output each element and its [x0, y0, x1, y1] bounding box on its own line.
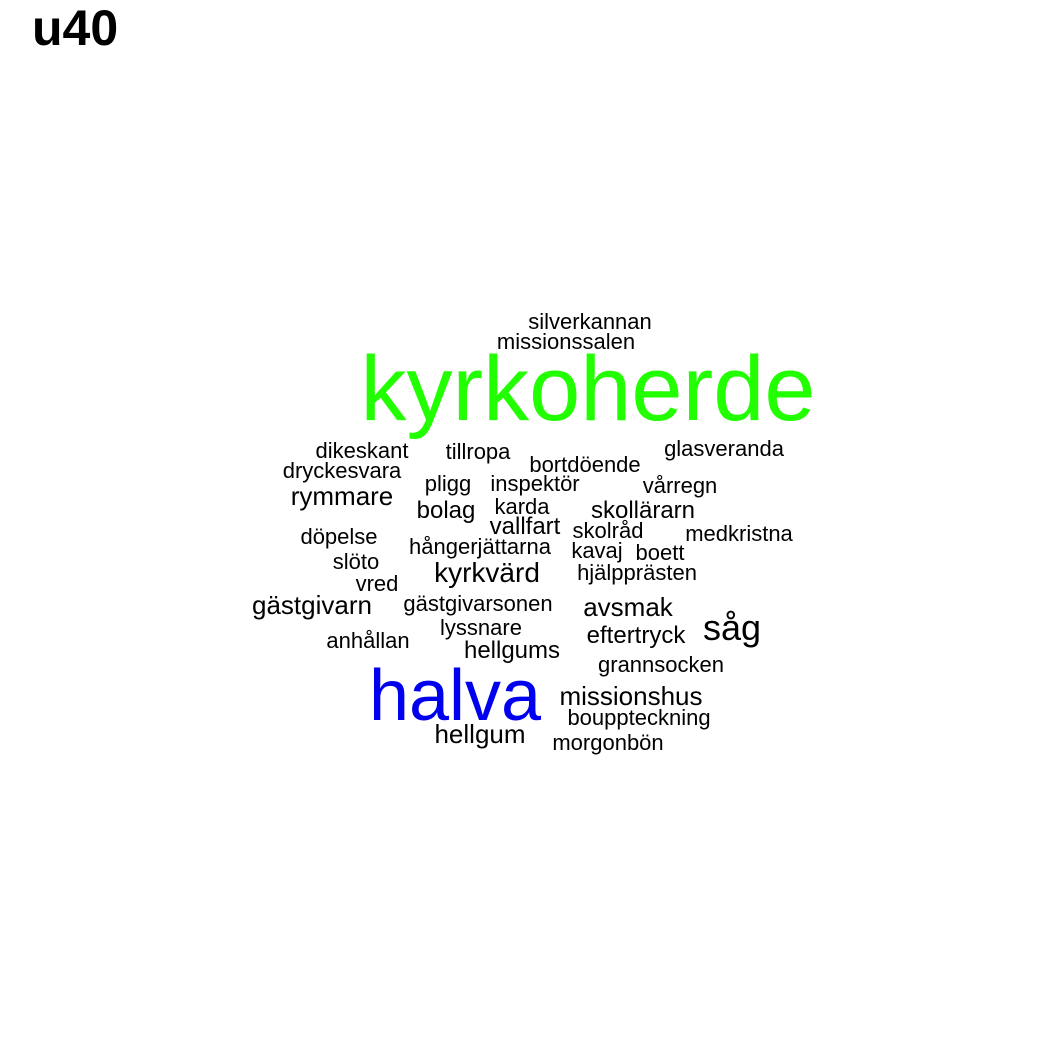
- cloud-word: medkristna: [685, 521, 793, 546]
- cloud-word: kavaj: [571, 538, 623, 563]
- cloud-word: grannsocken: [598, 652, 724, 677]
- cloud-word: hångerjättarna: [409, 534, 551, 559]
- cloud-word: hjälpprästen: [577, 560, 697, 585]
- cloud-word: inspektör: [490, 471, 580, 496]
- cloud-word: bortdöende: [529, 452, 641, 477]
- cloud-word: vred: [355, 571, 399, 596]
- page-title: u40: [32, 0, 119, 56]
- cloud-word: hellgums: [463, 637, 561, 664]
- cloud-word: hellgum: [434, 719, 526, 749]
- cloud-word: karda: [494, 494, 550, 519]
- cloud-word: dikeskant: [315, 438, 409, 463]
- cloud-word: vårregn: [642, 473, 718, 498]
- cloud-word: boett: [635, 540, 685, 565]
- cloud-word: glasveranda: [664, 436, 784, 461]
- cloud-word: gästgivarsonen: [403, 591, 553, 616]
- cloud-word: tillropa: [445, 439, 511, 464]
- cloud-word: silverkannan: [528, 309, 652, 334]
- cloud-word: skolråd: [572, 518, 644, 543]
- cloud-word: morgonbön: [552, 730, 664, 755]
- cloud-word: kyrkoherde: [360, 338, 816, 440]
- cloud-word: gästgivarn: [252, 590, 372, 620]
- cloud-word: dryckesvara: [282, 458, 402, 483]
- cloud-word: lyssnare: [440, 615, 522, 640]
- cloud-word: slöto: [332, 549, 380, 574]
- cloud-word: kyrkvärd: [434, 557, 540, 588]
- cloud-word: rymmare: [290, 481, 394, 511]
- cloud-word: bolag: [416, 497, 476, 524]
- cloud-word: vallfart: [489, 513, 561, 540]
- cloud-word: avsmak: [583, 592, 673, 622]
- cloud-word: anhållan: [326, 628, 410, 653]
- cloud-word: bouppteckning: [567, 705, 711, 730]
- cloud-word: såg: [702, 607, 762, 648]
- cloud-word: döpelse: [300, 524, 378, 549]
- cloud-word: eftertryck: [586, 622, 686, 649]
- cloud-word: halva: [368, 656, 542, 736]
- cloud-word: pligg: [424, 471, 472, 496]
- cloud-word: skollärarn: [590, 497, 696, 524]
- cloud-word: missionssalen: [496, 329, 636, 354]
- cloud-word: missionshus: [559, 681, 703, 711]
